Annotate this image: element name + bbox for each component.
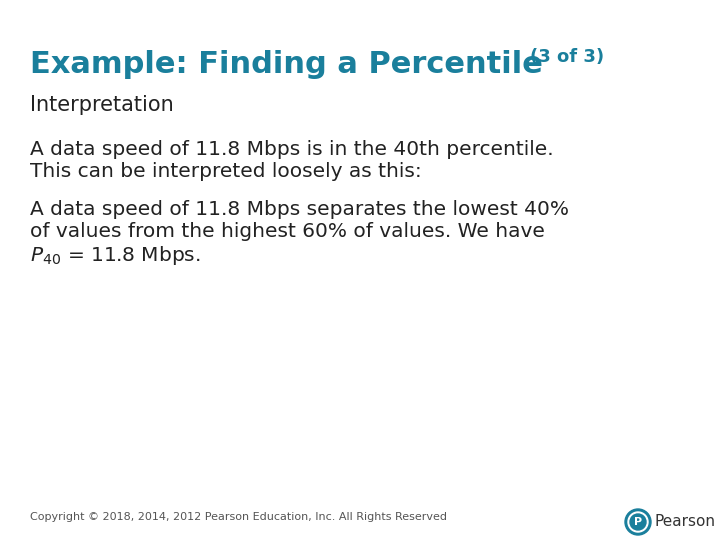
Text: Pearson: Pearson (655, 515, 716, 530)
Text: This can be interpreted loosely as this:: This can be interpreted loosely as this: (30, 162, 422, 181)
Text: A data speed of 11.8 Mbps separates the lowest 40%: A data speed of 11.8 Mbps separates the … (30, 200, 569, 219)
Text: (3 of 3): (3 of 3) (530, 48, 604, 66)
Text: Example: Finding a Percentile: Example: Finding a Percentile (30, 50, 543, 79)
Text: Copyright © 2018, 2014, 2012 Pearson Education, Inc. All Rights Reserved: Copyright © 2018, 2014, 2012 Pearson Edu… (30, 512, 447, 522)
Text: $\mathit{P}_{40}$ = 11.8 Mbps.: $\mathit{P}_{40}$ = 11.8 Mbps. (30, 244, 201, 267)
Text: A data speed of 11.8 Mbps is in the 40th percentile.: A data speed of 11.8 Mbps is in the 40th… (30, 140, 554, 159)
Circle shape (630, 514, 646, 530)
Circle shape (628, 512, 648, 532)
Text: P: P (634, 517, 642, 527)
Circle shape (625, 509, 651, 535)
Text: Interpretation: Interpretation (30, 95, 174, 115)
Text: of values from the highest 60% of values. We have: of values from the highest 60% of values… (30, 222, 545, 241)
